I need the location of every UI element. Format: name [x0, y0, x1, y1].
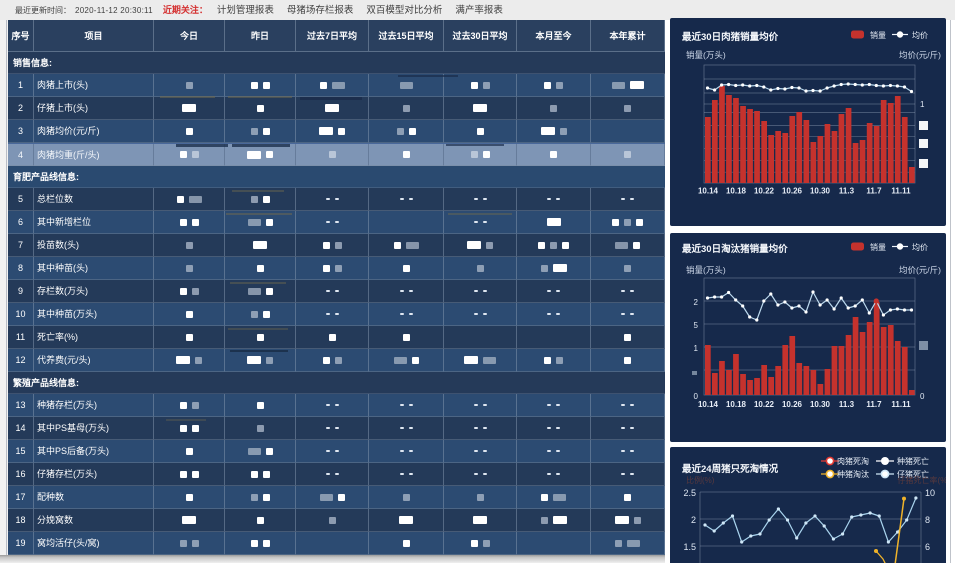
- svg-text:10.22: 10.22: [754, 187, 775, 196]
- svg-text:10.18: 10.18: [726, 187, 747, 196]
- svg-text:销量(万头): 销量(万头): [686, 50, 726, 60]
- svg-text:比例(%): 比例(%): [686, 475, 715, 485]
- svg-text:10.30: 10.30: [810, 400, 831, 409]
- svg-text:5: 5: [694, 321, 699, 330]
- svg-text:11.3: 11.3: [839, 400, 855, 409]
- svg-text:销量(万头): 销量(万头): [686, 265, 726, 275]
- svg-text:均价: 均价: [912, 30, 928, 40]
- svg-text:最近30日淘汰猪销量均价: 最近30日淘汰猪销量均价: [682, 243, 788, 255]
- svg-text:1: 1: [920, 100, 925, 109]
- svg-text:11.7: 11.7: [866, 187, 882, 196]
- svg-text:1.5: 1.5: [683, 542, 696, 552]
- svg-text:10.22: 10.22: [754, 400, 775, 409]
- svg-text:2.5: 2.5: [683, 488, 696, 498]
- svg-text:仔猪死亡率(%): 仔猪死亡率(%): [898, 475, 946, 485]
- svg-text:6: 6: [925, 542, 930, 552]
- svg-text:10.14: 10.14: [698, 187, 719, 196]
- svg-text:0: 0: [920, 392, 925, 401]
- svg-text:销量: 销量: [870, 242, 886, 252]
- svg-text:最近30日肉猪销量均价: 最近30日肉猪销量均价: [682, 31, 779, 43]
- svg-text:0: 0: [694, 392, 699, 401]
- svg-text:10.26: 10.26: [782, 187, 803, 196]
- svg-text:11.11: 11.11: [891, 400, 911, 409]
- svg-text:10: 10: [925, 488, 935, 498]
- svg-text:11.7: 11.7: [866, 400, 882, 409]
- svg-text:均价(元/斤): 均价(元/斤): [899, 50, 941, 60]
- svg-text:销量: 销量: [870, 30, 886, 40]
- svg-text:10.18: 10.18: [726, 400, 747, 409]
- svg-text:10.14: 10.14: [698, 400, 719, 409]
- svg-text:仔猪死亡: 仔猪死亡: [897, 469, 929, 479]
- svg-text:均价: 均价: [912, 242, 928, 252]
- svg-text:均价(元/斤): 均价(元/斤): [899, 265, 941, 275]
- svg-text:10.26: 10.26: [782, 400, 803, 409]
- svg-text:种猪淘汰: 种猪淘汰: [837, 469, 869, 479]
- svg-text:2: 2: [691, 515, 696, 525]
- svg-text:最近24周猪只死淘情况: 最近24周猪只死淘情况: [682, 463, 779, 475]
- svg-text:11.11: 11.11: [891, 187, 911, 196]
- svg-text:1: 1: [694, 344, 699, 353]
- svg-text:2: 2: [694, 298, 699, 307]
- svg-text:8: 8: [925, 515, 930, 525]
- svg-text:肉猪死淘: 肉猪死淘: [837, 456, 869, 466]
- svg-text:种猪死亡: 种猪死亡: [897, 456, 929, 466]
- svg-text:10.30: 10.30: [810, 187, 831, 196]
- svg-text:11.3: 11.3: [839, 187, 855, 196]
